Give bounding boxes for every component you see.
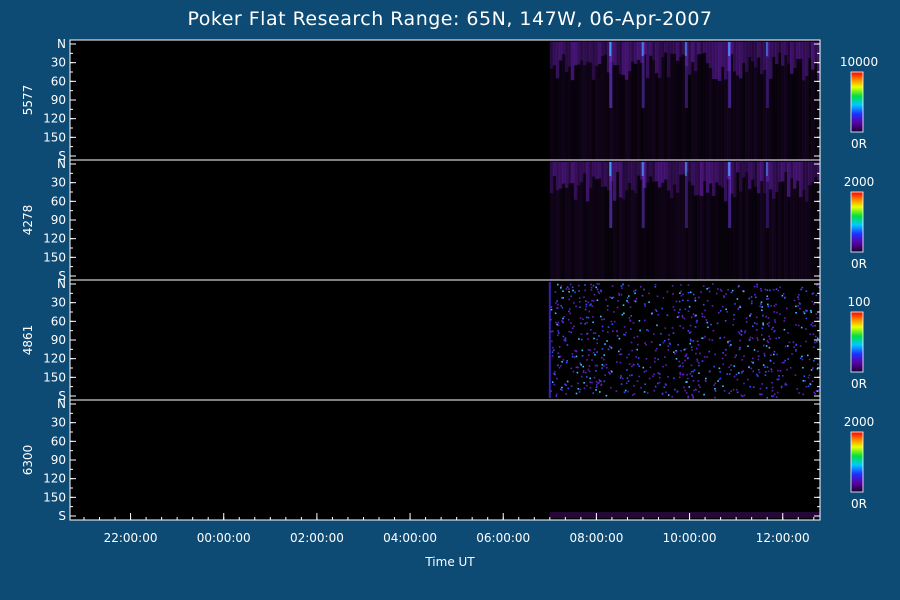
panel-6300: N 30 60 90 120 150 S 6300 2000 0R (21, 397, 874, 523)
colorbar-min-label: 0R (851, 257, 867, 271)
y-tick-label: N (57, 37, 66, 51)
colorbar (850, 71, 864, 133)
panel-background (70, 40, 820, 160)
y-tick-label: N (57, 397, 66, 411)
colorbar-max-label: 10000 (840, 55, 878, 69)
colorbar-max-label: 2000 (844, 175, 875, 189)
y-tick-label: 60 (51, 314, 66, 328)
panel-label: 5577 (21, 85, 35, 116)
panel-label: 6300 (21, 445, 35, 476)
x-tick-label: 06:00:00 (476, 531, 530, 545)
y-tick-label: 150 (43, 250, 66, 264)
x-tick-label: 00:00:00 (197, 531, 251, 545)
x-tick-label: 10:00:00 (663, 531, 717, 545)
colorbar (850, 191, 864, 253)
y-tick-label: 30 (51, 56, 66, 70)
y-tick-label: 30 (51, 416, 66, 430)
colorbar-min-label: 0R (851, 137, 867, 151)
colorbar (850, 311, 864, 373)
y-tick-label: 30 (51, 176, 66, 190)
y-tick-label: S (58, 149, 66, 163)
x-tick-label: 08:00:00 (569, 531, 623, 545)
panel-background (70, 400, 820, 520)
y-tick-label: 60 (51, 194, 66, 208)
panel-label: 4861 (21, 325, 35, 356)
y-tick-label: 150 (43, 490, 66, 504)
y-tick-label: 120 (43, 352, 66, 366)
y-tick-label: N (57, 277, 66, 291)
x-axis-label: Time UT (425, 555, 475, 569)
x-tick-label: 04:00:00 (383, 531, 437, 545)
panel-5577: N 30 60 90 120 150 S 5577 10000 0R (21, 37, 878, 163)
y-tick-label: S (58, 389, 66, 403)
y-tick-label: 90 (51, 93, 66, 107)
y-tick-label: 90 (51, 213, 66, 227)
colorbar-min-label: 0R (851, 377, 867, 391)
panel-background (70, 160, 820, 280)
colorbar-max-label: 100 (848, 295, 871, 309)
y-tick-label: N (57, 157, 66, 171)
chart-title: Poker Flat Research Range: 65N, 147W, 06… (187, 8, 713, 30)
x-tick-label: 02:00:00 (290, 531, 344, 545)
y-tick-label: 120 (43, 472, 66, 486)
colorbar-min-label: 0R (851, 497, 867, 511)
colorbar-max-label: 2000 (844, 415, 875, 429)
y-tick-label: 60 (51, 74, 66, 88)
y-tick-label: 60 (51, 434, 66, 448)
panel-4278: N 30 60 90 120 150 S 4278 2000 0R (21, 157, 874, 283)
panel-4861: N 30 60 90 120 150 S 4861 100 0R (21, 277, 870, 403)
x-tick-label: 22:00:00 (104, 531, 158, 545)
y-tick-label: 30 (51, 296, 66, 310)
panel-background (70, 280, 820, 400)
x-tick-label: 12:00:00 (756, 531, 810, 545)
colorbar (850, 431, 864, 493)
y-tick-label: 90 (51, 333, 66, 347)
y-tick-label: 120 (43, 112, 66, 126)
y-tick-label: 90 (51, 453, 66, 467)
y-tick-label: 150 (43, 130, 66, 144)
y-tick-label: S (58, 509, 66, 523)
y-tick-label: S (58, 269, 66, 283)
y-tick-label: 150 (43, 370, 66, 384)
y-tick-label: 120 (43, 232, 66, 246)
panel-label: 4278 (21, 205, 35, 236)
